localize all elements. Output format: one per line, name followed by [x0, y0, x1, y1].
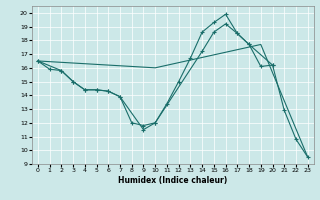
X-axis label: Humidex (Indice chaleur): Humidex (Indice chaleur) [118, 176, 228, 185]
